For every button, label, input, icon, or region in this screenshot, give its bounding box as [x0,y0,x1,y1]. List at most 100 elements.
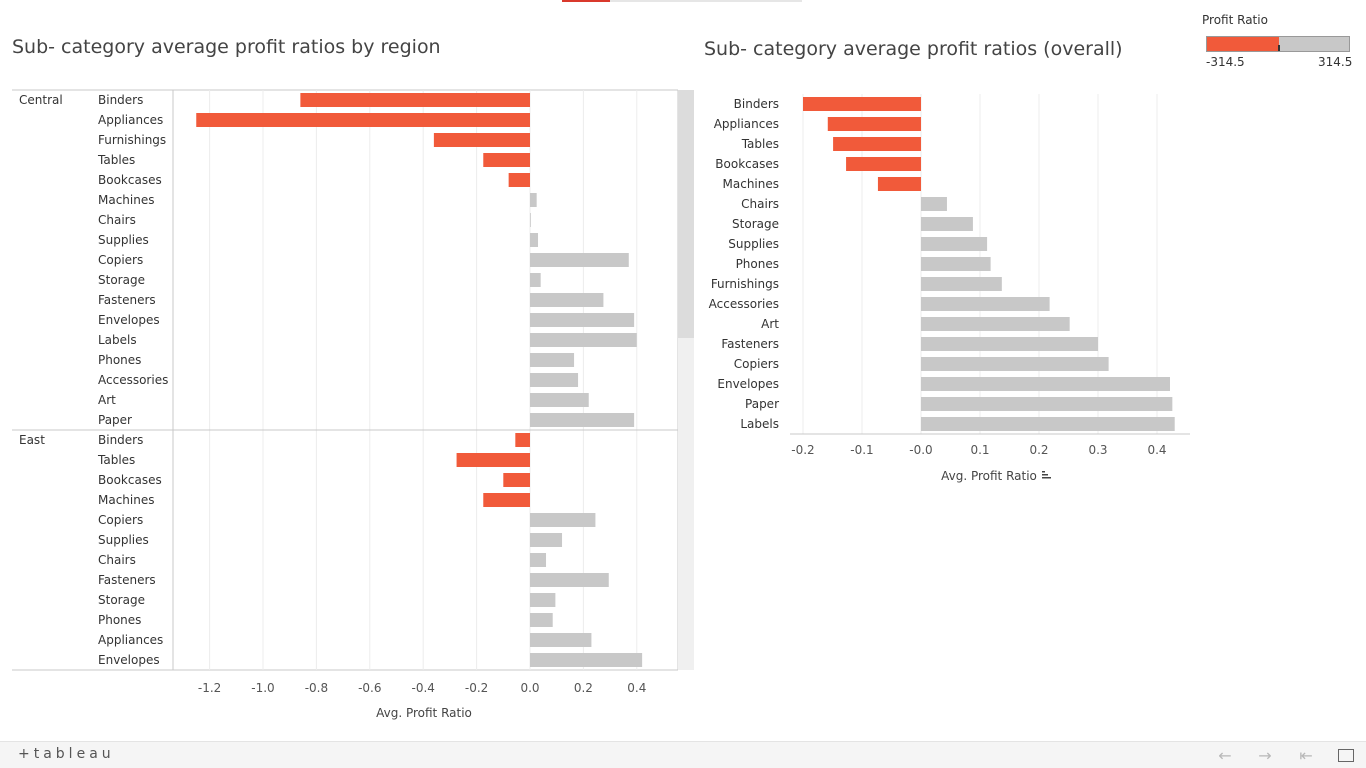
overall-x-tick-label: -0.2 [791,443,814,457]
chart-title-by-region: Sub- category average profit ratios by r… [12,36,441,58]
region-category-label: Art [98,393,116,407]
overall-bar [827,117,921,131]
undo-icon[interactable]: ← [1218,745,1232,765]
overall-bar [921,197,947,211]
region-bar [433,133,530,147]
tableau-footer: +tableau ← → ⇤ [0,741,1366,768]
overall-category-label: Chairs [741,197,779,211]
overall-category-label: Binders [734,97,779,111]
overall-category-label: Tables [741,137,779,151]
overall-bar [921,417,1175,431]
overall-x-tick-label: 0.4 [1147,443,1166,457]
overall-bar [921,277,1002,291]
region-x-tick-label: 0.2 [574,681,593,695]
legend-max-label: 314.5 [1318,55,1353,69]
region-bar-chart[interactable]: Central Binders Appliances Furnishings Table… [0,80,700,730]
region-x-tick-label: 0.0 [520,681,539,695]
region-bar [530,513,596,527]
revert-icon[interactable]: ⇤ [1299,745,1313,765]
region-bar [530,313,635,327]
region-category-label: Bookcases [98,173,162,187]
region-category-label: Paper [98,413,132,427]
region-category-label: Furnishings [98,133,166,147]
overall-category-label: Fasteners [721,337,779,351]
overall-category-label: Copiers [734,357,779,371]
region-x-tick-label: -1.2 [198,681,221,695]
region-x-axis-title: Avg. Profit Ratio [376,706,472,720]
region-category-label: Supplies [98,233,149,247]
region-group-label: East [19,433,45,447]
sort-descending-icon[interactable] [1042,471,1051,479]
region-chart-scrollbar[interactable] [678,90,694,670]
overall-category-label: Supplies [728,237,779,251]
region-category-label: Envelopes [98,313,160,327]
region-bar [530,413,635,427]
region-bar [530,353,575,367]
overall-bar [921,317,1070,331]
region-bar [530,633,592,647]
region-bar [530,533,563,547]
legend-color-ramp [1206,36,1350,52]
region-x-tick-label: 0.4 [627,681,646,695]
overall-category-label: Storage [732,217,779,231]
region-bar [503,473,530,487]
region-category-label: Machines [98,493,154,507]
region-category-label: Storage [98,593,145,607]
region-category-label: Bookcases [98,473,162,487]
scroll-thumb[interactable] [678,90,694,338]
top-accent-bar [562,0,802,2]
region-bar [196,113,530,127]
region-bar [530,593,556,607]
region-bar [530,233,539,247]
region-category-label: Appliances [98,113,163,127]
region-category-label: Copiers [98,253,143,267]
overall-bar [921,237,988,251]
region-bar [530,213,531,227]
overall-category-label: Art [761,317,779,331]
region-bar [530,193,537,207]
region-bar [483,153,530,167]
overall-category-label: Bookcases [715,157,779,171]
overall-bar [921,297,1050,311]
overall-x-tick-label: 0.2 [1029,443,1048,457]
region-category-label: Binders [98,433,143,447]
overall-category-label: Machines [723,177,779,191]
legend-min-label: -314.5 [1206,55,1245,69]
region-bar [530,273,541,287]
region-category-label: Machines [98,193,154,207]
region-category-label: Binders [98,93,143,107]
region-bar [530,573,609,587]
overall-category-label: Envelopes [717,377,779,391]
overall-bar [846,157,921,171]
region-x-tick-label: -0.6 [358,681,381,695]
overall-bar [921,377,1170,391]
overall-bar [833,137,921,151]
region-bar [530,653,643,667]
overall-x-axis-title: Avg. Profit Ratio [941,469,1037,483]
region-category-label: Chairs [98,553,136,567]
redo-icon[interactable]: → [1258,745,1272,765]
overall-x-tick-label: 0.3 [1088,443,1107,457]
region-category-label: Fasteners [98,573,156,587]
overall-bar-chart[interactable]: Binders Appliances Tables Bookcases Machines… [700,80,1220,500]
region-category-label: Tables [97,453,135,467]
region-bar [530,553,547,567]
region-bar [508,173,530,187]
overall-category-label: Labels [740,417,779,431]
tableau-logo[interactable]: +tableau [18,746,115,762]
region-category-label: Copiers [98,513,143,527]
region-bar [530,613,553,627]
overall-bar [921,257,991,271]
region-category-label: Envelopes [98,653,160,667]
region-category-label: Appliances [98,633,163,647]
region-category-label: Supplies [98,533,149,547]
fullscreen-icon[interactable] [1336,745,1356,765]
region-bar [300,93,530,107]
region-bar [530,253,629,267]
region-bar [530,373,579,387]
overall-x-tick-label: 0.1 [970,443,989,457]
region-x-tick-label: -0.4 [411,681,434,695]
region-category-label: Chairs [98,213,136,227]
region-category-label: Phones [98,353,141,367]
profit-ratio-legend[interactable]: Profit Ratio -314.5 314.5 [1202,13,1362,69]
